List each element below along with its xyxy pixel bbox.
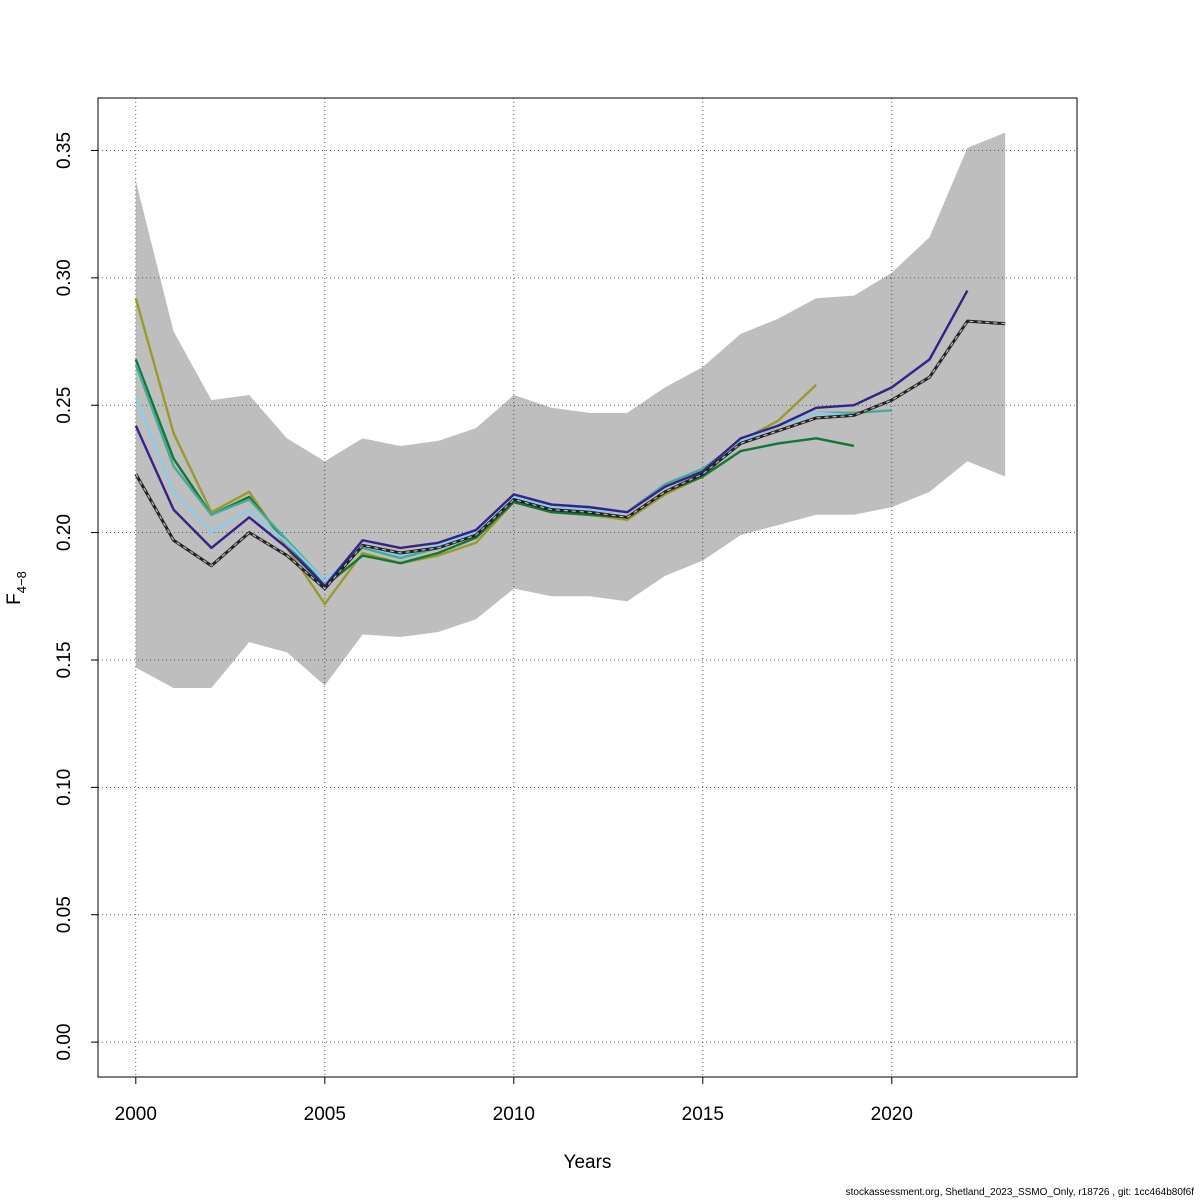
x-tick-label: 2015 [682, 1104, 724, 1125]
y-tick-label: 0.25 [54, 387, 75, 424]
y-tick-label: 0.10 [54, 769, 75, 806]
y-tick-label: 0.35 [54, 132, 75, 169]
y-tick-label: 0.15 [54, 641, 75, 678]
x-tick-label: 2005 [304, 1104, 346, 1125]
y-axis: 0.00 0.05 0.10 0.15 0.20 0.25 0.30 0.35 [54, 132, 98, 1061]
x-tick-label: 2000 [115, 1104, 157, 1125]
y-tick-label: 0.05 [54, 896, 75, 933]
y-tick-label: 0.20 [54, 514, 75, 551]
x-axis-label: Years [564, 1152, 612, 1173]
x-axis: 2000 2005 2010 2015 2020 [115, 1077, 913, 1125]
x-tick-label: 2010 [493, 1104, 535, 1125]
series-layer [134, 290, 1006, 606]
y-tick-label: 0.30 [54, 259, 75, 296]
confidence-band [135, 132, 1006, 688]
y-axis-label-subscript: 4−8 [14, 571, 29, 593]
footer-source-note: stockassessment.org, Shetland_2023_SSMO_… [845, 1187, 1194, 1198]
y-tick-label: 0.00 [54, 1024, 75, 1061]
y-axis-label-main: F [4, 593, 25, 605]
series-line-6-dash [135, 320, 1006, 590]
x-tick-label: 2020 [871, 1104, 913, 1125]
svg-text:F4−8: F4−8 [4, 571, 29, 605]
confidence-band-layer [135, 132, 1006, 688]
series-line-4 [134, 376, 931, 583]
series-line-5 [134, 290, 969, 588]
plot-frame [97, 97, 1078, 1078]
y-axis-label: F4−8 [4, 571, 29, 605]
